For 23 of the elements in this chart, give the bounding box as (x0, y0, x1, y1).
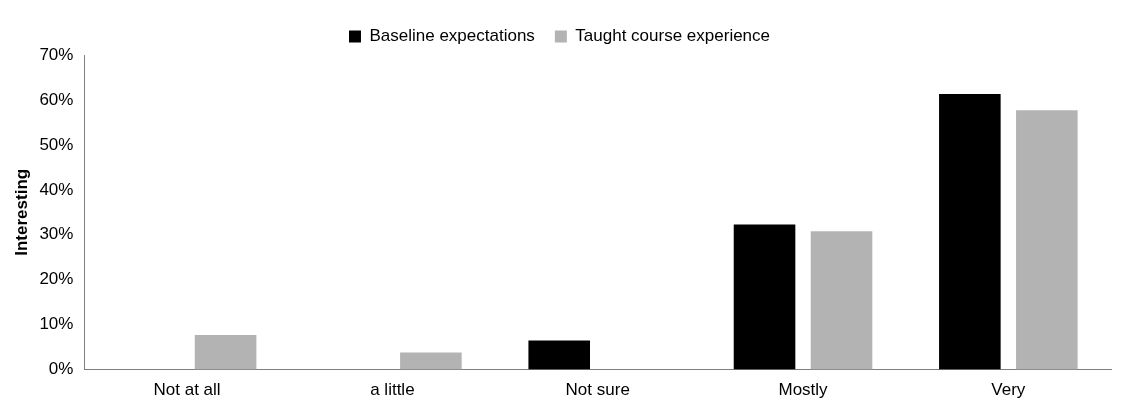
x-tick-label: a little (370, 380, 415, 400)
y-tick-label: 10% (39, 314, 74, 334)
y-tick-label: 70% (39, 44, 74, 64)
bar (400, 352, 462, 370)
bar (1016, 110, 1078, 370)
x-tick-label: Mostly (778, 380, 829, 400)
bar (194, 334, 257, 370)
x-tick-label: Not sure (565, 380, 630, 400)
y-tick-label: 50% (39, 134, 74, 154)
bar (528, 340, 591, 370)
x-tick-label: Very (991, 380, 1026, 400)
y-axis-title: Interesting (11, 168, 31, 256)
y-tick-label: 20% (39, 269, 74, 289)
x-tick-label: Not at all (153, 380, 221, 400)
y-tick-label: 60% (39, 89, 74, 109)
bar (810, 231, 873, 370)
y-tick-label: 0% (48, 359, 74, 379)
y-tick-label: 30% (39, 224, 74, 244)
bar (939, 94, 1001, 370)
y-tick-label: 40% (39, 179, 74, 199)
legend-label: Baseline expectations (369, 26, 535, 46)
bar (733, 224, 796, 370)
legend-label: Taught course experience (575, 26, 771, 46)
